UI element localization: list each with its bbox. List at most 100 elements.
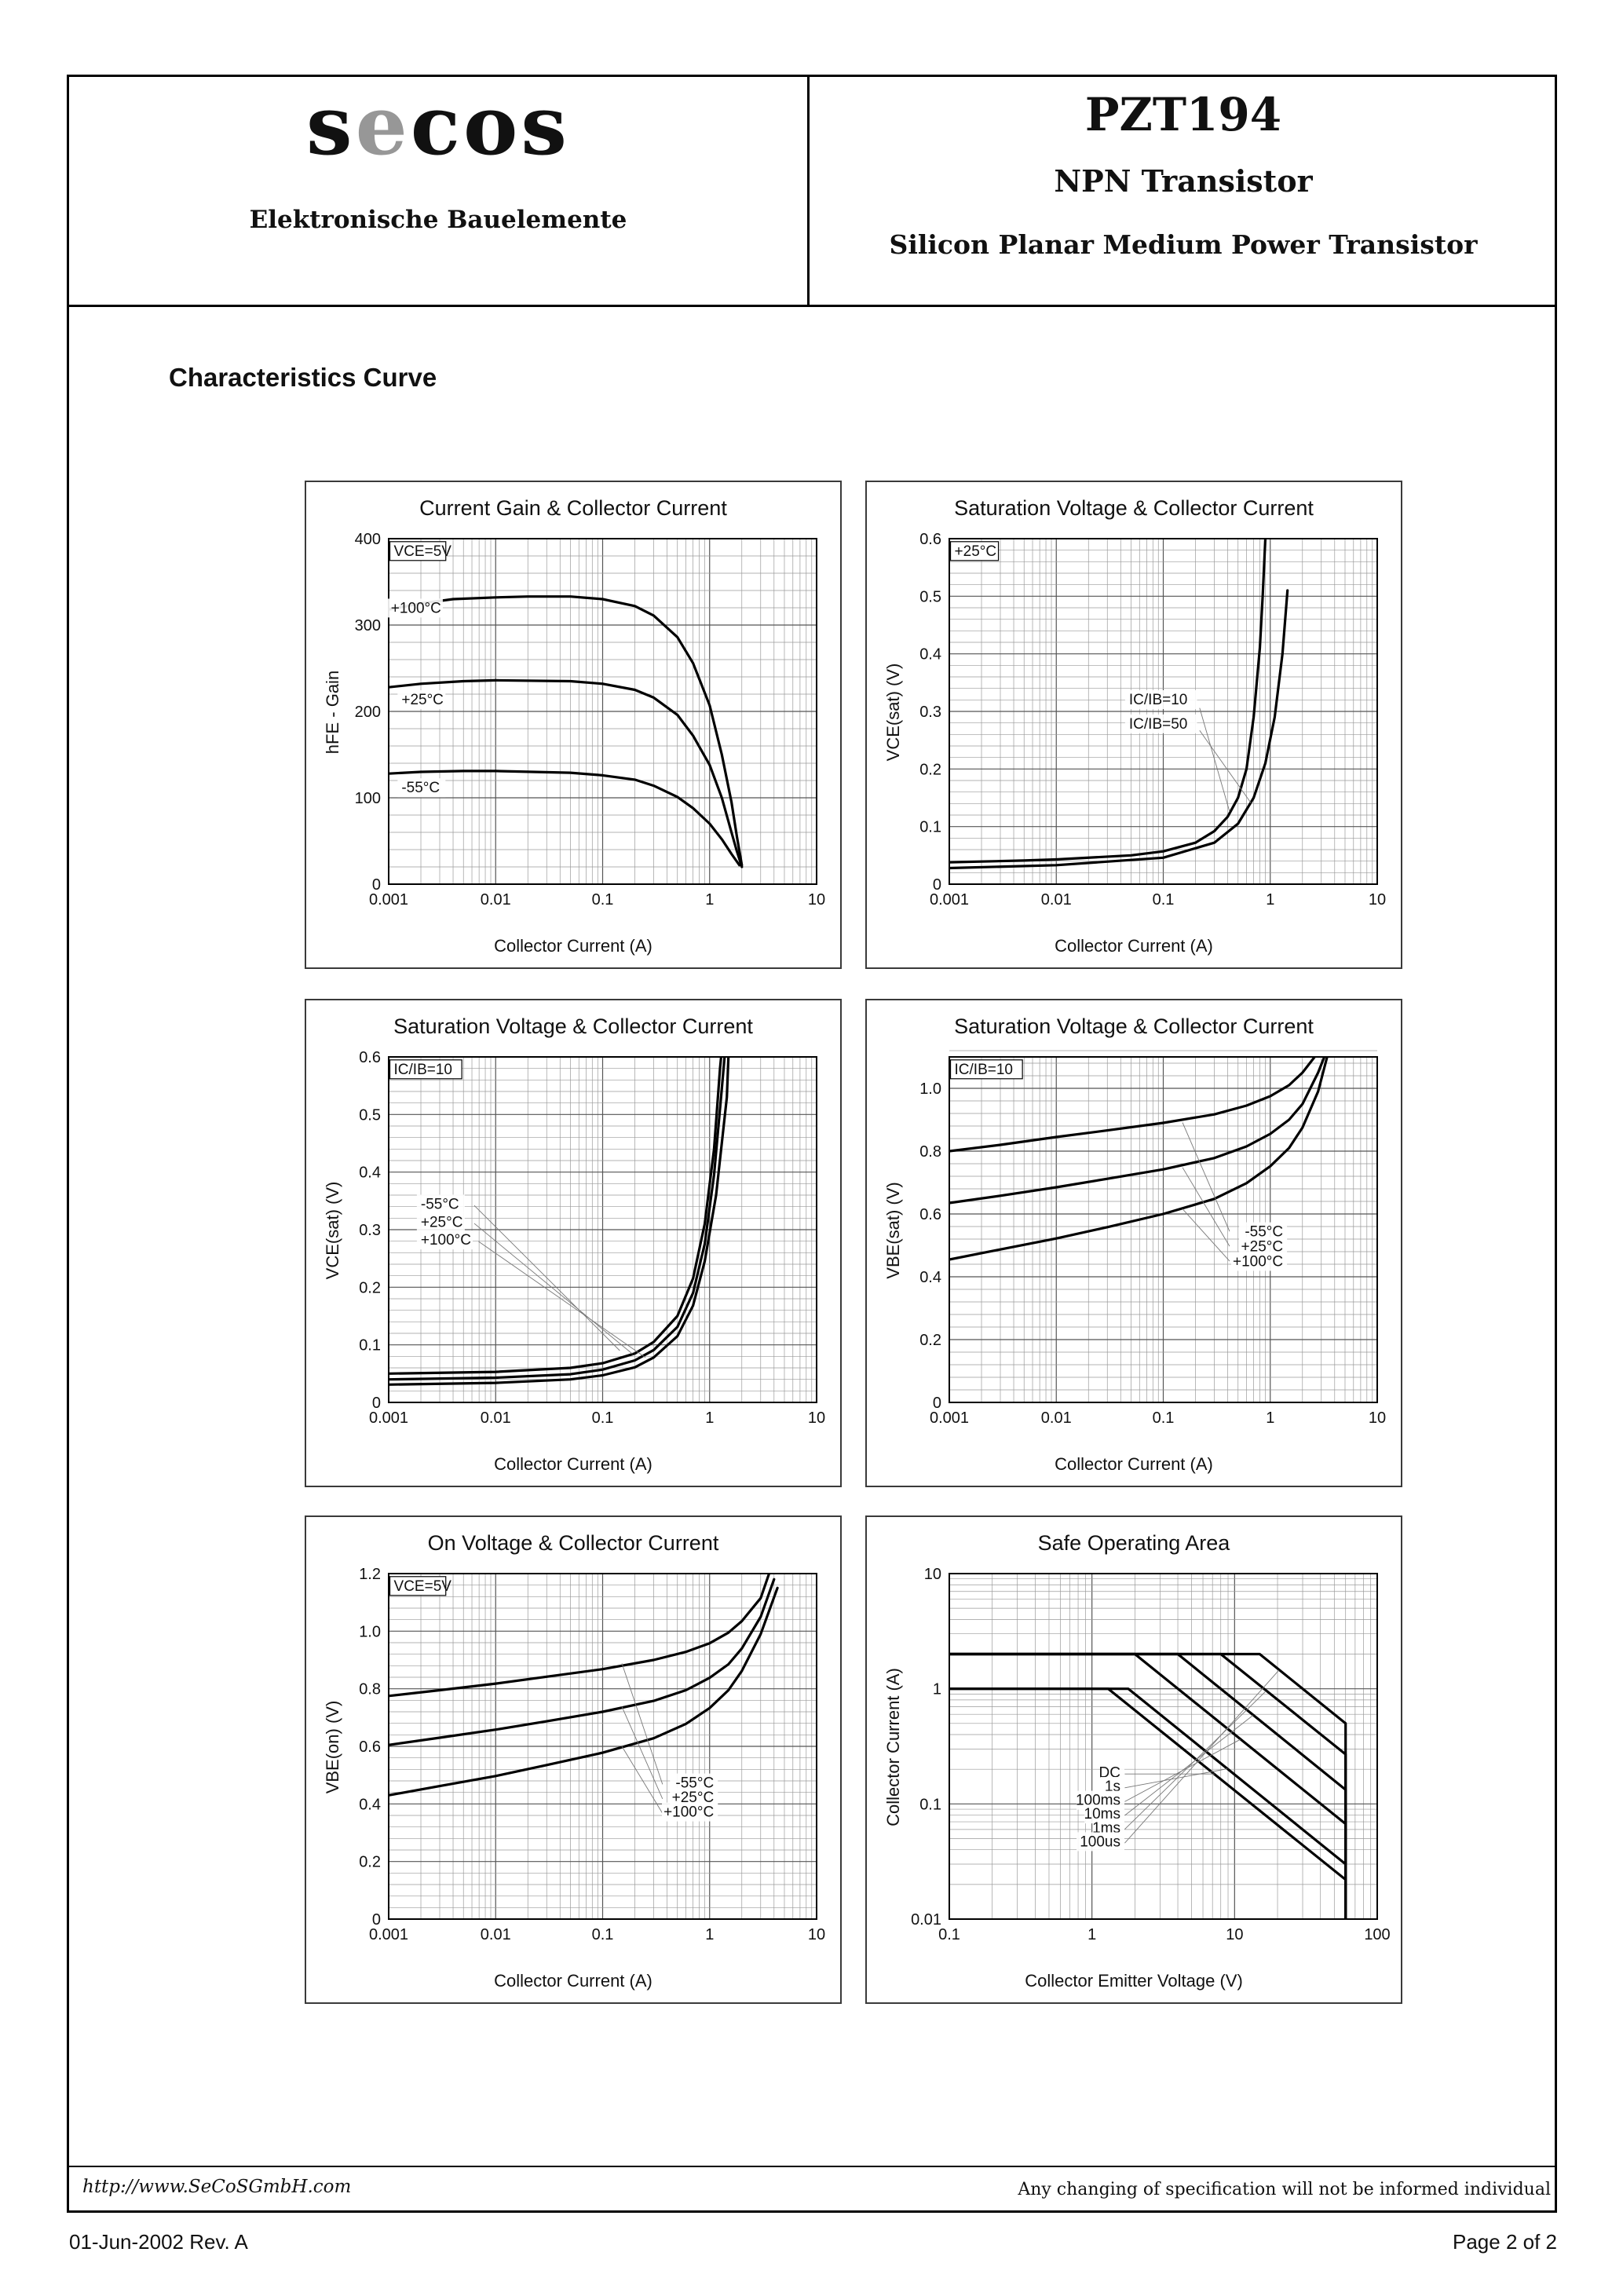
svg-text:0.01: 0.01 [481,1926,511,1943]
chart-canvas-vbe-on: 0.001 0.01 0.1 1 10 0 0.2 0.4 0.6 0.8 1.0 1.2 VCE=5V… [359,1566,825,1943]
svg-text:+100°C: +100°C [421,1232,471,1249]
svg-text:VCE=5V: VCE=5V [394,543,452,560]
logo-accent-letter: e [355,77,411,174]
svg-text:1: 1 [705,891,714,909]
svg-text:0.01: 0.01 [481,891,511,909]
svg-text:1: 1 [705,1926,714,1943]
chart-panel-vbe-on: On Voltage & Collector Current 0.001 0.01… [305,1515,842,2004]
svg-text:IC/IB=10: IC/IB=10 [955,1062,1013,1078]
svg-text:0.001: 0.001 [369,891,408,909]
chart-panel-vbe-sat: Saturation Voltage & Collector Current 0… [865,999,1402,1487]
header-horizontal-divider [67,305,1557,307]
chart-panel-vce-sat-temps: Saturation Voltage & Collector Current 0… [305,999,842,1487]
svg-text:10: 10 [1226,1926,1243,1943]
svg-text:0.4: 0.4 [359,1796,381,1813]
svg-text:0.01: 0.01 [1041,1409,1072,1427]
svg-text:1: 1 [1266,1409,1274,1427]
svg-text:0.1: 0.1 [919,1796,941,1813]
chart-panel-current-gain: Current Gain & Collector Current 0.001 0.… [305,481,842,969]
svg-text:-55°C: -55°C [1245,1224,1283,1241]
svg-text:0.001: 0.001 [930,891,969,909]
x-axis-label: Collector Current (A) [494,936,652,956]
svg-text:0.1: 0.1 [592,891,614,909]
page-border-frame [67,75,1557,2213]
x-axis-label: Collector Current (A) [494,1454,652,1474]
logo-part1: s [306,77,356,174]
svg-text:+25°C: +25°C [955,543,997,560]
y-axis-label: Collector Current (A) [883,1668,903,1826]
svg-text:0.2: 0.2 [919,1332,941,1349]
x-axis-label: Collector Current (A) [1055,936,1213,956]
svg-text:0.3: 0.3 [919,704,941,721]
svg-text:-55°C: -55°C [675,1775,714,1792]
device-description: Silicon Planar Medium Power Transistor [889,229,1478,260]
svg-text:0.1: 0.1 [359,1337,381,1355]
svg-text:100: 100 [1364,1926,1390,1943]
svg-text:400: 400 [355,531,381,548]
chart-title: Safe Operating Area [1037,1531,1230,1555]
svg-text:0.3: 0.3 [359,1222,381,1239]
svg-text:200: 200 [355,704,381,721]
svg-text:IC/IB=10: IC/IB=10 [1129,692,1187,708]
svg-text:0.1: 0.1 [592,1926,614,1943]
svg-text:0.2: 0.2 [359,1854,381,1871]
svg-text:1: 1 [705,1409,714,1427]
svg-text:0.5: 0.5 [919,588,941,605]
svg-text:-55°C: -55°C [421,1196,459,1212]
header-vertical-divider [807,75,810,307]
svg-text:10: 10 [1369,891,1386,909]
svg-text:+100°C: +100°C [391,600,441,616]
section-title: Characteristics Curve [169,363,437,392]
company-logo: secos [69,85,807,166]
svg-text:300: 300 [355,617,381,634]
svg-text:0.2: 0.2 [359,1279,381,1296]
footer-page-number: Page 2 of 2 [1453,2230,1557,2254]
svg-text:1.0: 1.0 [359,1623,381,1640]
svg-text:0.1: 0.1 [1153,891,1175,909]
chart-panel-safe-operating-area: Safe Operating Area 0.1 1 10 100 0.01 0.1 1 10 D… [865,1515,1402,2004]
x-axis-label: Collector Current (A) [494,1971,652,1991]
svg-text:0.5: 0.5 [359,1106,381,1124]
svg-text:+25°C: +25°C [672,1790,715,1806]
device-type: NPN Transistor [1054,163,1313,199]
svg-text:+100°C: +100°C [1233,1253,1283,1270]
y-axis-label: hFE - Gain [323,670,342,755]
svg-text:0: 0 [372,1395,381,1412]
svg-text:0.01: 0.01 [1041,891,1072,909]
svg-text:0.6: 0.6 [359,1049,381,1066]
svg-text:0.4: 0.4 [359,1164,381,1182]
svg-text:1: 1 [1087,1926,1096,1943]
svg-text:0.6: 0.6 [919,531,941,548]
y-axis-label: VCE(sat) (V) [883,663,903,762]
svg-text:0.6: 0.6 [359,1738,381,1756]
part-number: PZT194 [1084,88,1282,141]
footer-revision: 01-Jun-2002 Rev. A [69,2230,248,2254]
x-axis-label: Collector Current (A) [1055,1454,1213,1474]
chart-canvas-current-gain: 0.001 0.01 0.1 1 100100200300400VCE=5V+100°C… [355,531,826,909]
svg-text:0.01: 0.01 [481,1409,511,1427]
svg-text:0: 0 [933,1395,941,1412]
svg-text:0.8: 0.8 [359,1681,381,1698]
svg-text:0.8: 0.8 [919,1143,941,1161]
svg-text:0: 0 [372,876,381,894]
svg-text:+25°C: +25°C [421,1214,463,1230]
svg-text:0.1: 0.1 [938,1926,960,1943]
chart-title: Saturation Voltage & Collector Current [954,496,1314,520]
svg-text:10: 10 [1369,1409,1386,1427]
svg-text:0.1: 0.1 [592,1409,614,1427]
chart-title: Saturation Voltage & Collector Current [954,1015,1314,1038]
y-axis-label: VCE(sat) (V) [323,1181,342,1280]
svg-text:0.01: 0.01 [911,1911,941,1929]
x-axis-label: Collector Emitter Voltage (V) [1025,1971,1243,1991]
svg-text:IC/IB=10: IC/IB=10 [394,1062,452,1078]
svg-text:0.1: 0.1 [1153,1409,1175,1427]
svg-text:+25°C: +25°C [401,692,444,708]
chart-title: On Voltage & Collector Current [427,1531,719,1555]
chart-canvas-vce-sat-temps: 0.001 0.01 0.1 1 10 0 0.1 0.2 0.3 0.4 0.5 0.6 IC/IB=… [359,1049,825,1427]
svg-text:10: 10 [924,1566,941,1583]
svg-text:100: 100 [355,790,381,807]
chart-canvas-vce-sat-25c: 0.001 0.01 0.1 1 10 0 0.1 0.2 0.3 0.4 0.5 0.6 +25°C I… [919,531,1386,909]
svg-text:1: 1 [1266,891,1274,909]
svg-text:0.001: 0.001 [930,1409,969,1427]
logo-part2: cos [410,77,570,174]
